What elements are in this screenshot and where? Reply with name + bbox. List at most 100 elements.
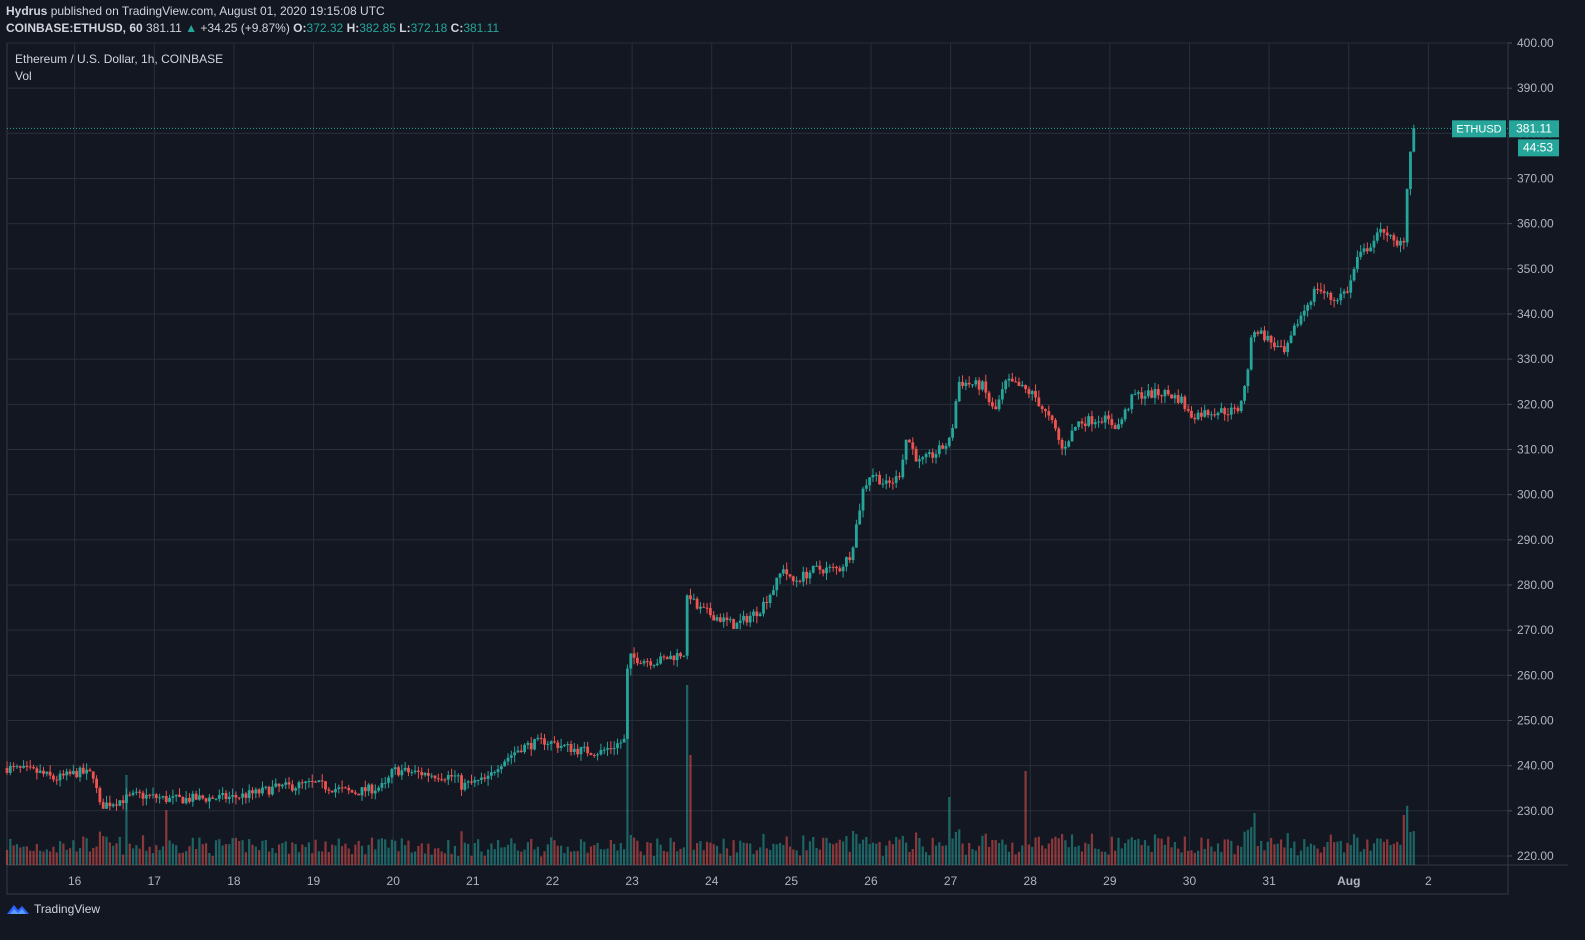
volume-bar <box>493 849 496 865</box>
candle-body <box>403 767 407 771</box>
volume-bar <box>291 842 294 865</box>
volume-bar <box>334 845 337 865</box>
candle-body <box>38 770 42 773</box>
candle-body <box>692 598 696 600</box>
candle-body <box>1296 324 1300 326</box>
volume-bar <box>1313 845 1316 865</box>
volume-bar <box>98 831 102 865</box>
candle-body <box>91 771 95 779</box>
volume-bar <box>934 845 938 865</box>
volume-bar <box>304 846 307 865</box>
candle-body <box>58 773 62 781</box>
candle-body <box>337 787 341 789</box>
volume-bar <box>178 853 181 865</box>
volume-bar <box>321 851 324 865</box>
volume-bar <box>195 848 198 865</box>
candle-body <box>1077 421 1081 427</box>
volume-bar <box>1386 839 1389 865</box>
volume-bar <box>400 838 403 865</box>
candle-body <box>845 557 848 567</box>
candle-body <box>838 568 842 572</box>
candle-body <box>1200 412 1203 417</box>
volume-bar <box>420 843 423 865</box>
volume-bar <box>795 850 798 865</box>
candle-body <box>456 775 460 777</box>
volume-bar <box>238 840 241 865</box>
volume-bar <box>108 842 111 865</box>
candle-body <box>410 772 414 774</box>
volume-bar <box>1402 815 1405 865</box>
volume-bar <box>709 842 712 865</box>
volume-bar <box>636 840 639 865</box>
volume-bar <box>221 845 224 865</box>
volume-bar <box>729 855 732 865</box>
volume-bar <box>102 836 105 865</box>
candle-body <box>1020 384 1024 387</box>
candle-body <box>798 580 802 582</box>
symbol-tag-label: ETHUSD <box>1456 123 1501 135</box>
candle-body <box>984 381 988 393</box>
candle-body <box>1176 395 1180 403</box>
volume-bar <box>92 848 95 865</box>
candle-body <box>1080 421 1084 424</box>
volume-bar <box>1382 841 1386 865</box>
volume-bar <box>1177 848 1180 865</box>
candle-body <box>708 608 712 616</box>
candle-body <box>436 778 440 780</box>
price-tick-label: 260.00 <box>1517 668 1554 682</box>
volume-bar <box>1303 839 1306 865</box>
volume-bar <box>218 839 221 865</box>
volume-bar <box>762 833 765 865</box>
candle-body <box>1392 235 1396 241</box>
candle-body <box>1246 369 1250 387</box>
candle-body <box>1249 337 1253 370</box>
volume-bar <box>1150 851 1153 865</box>
candle-body <box>762 601 765 614</box>
volume-bar <box>1352 834 1356 865</box>
candle-body <box>161 795 165 798</box>
symbol-header: COINBASE:ETHUSD, 60 381.11 ▲ +34.25 (+9.… <box>6 21 499 35</box>
volume-bar <box>1160 838 1163 865</box>
candle-body <box>679 653 682 657</box>
candle-body <box>1014 381 1018 383</box>
volume-bar <box>430 854 433 865</box>
candle-body <box>493 772 497 774</box>
volume-bar <box>1286 833 1289 865</box>
candle-body <box>1070 430 1074 442</box>
volume-bar <box>228 844 231 865</box>
volume-bar <box>997 842 1001 865</box>
volume-bar <box>287 853 291 865</box>
candle-body <box>154 794 158 799</box>
volume-bar <box>911 849 914 865</box>
candle-body <box>1243 386 1246 401</box>
time-tick-label: 22 <box>546 874 560 888</box>
candle-body <box>320 780 324 782</box>
volume-bar <box>1206 838 1210 865</box>
volume-bar <box>128 843 131 865</box>
volume-bar <box>1187 851 1190 865</box>
candle-body <box>781 569 785 574</box>
volume-bar <box>377 839 380 865</box>
volume-bar <box>75 851 78 865</box>
candle-body <box>1054 419 1057 429</box>
volume-bar <box>569 851 573 865</box>
volume-bar <box>689 755 692 865</box>
volume-bar <box>374 849 377 865</box>
footer-brand[interactable]: TradingView <box>6 902 100 916</box>
volume-bar <box>311 853 314 865</box>
candle-body <box>516 750 520 753</box>
volume-bar <box>450 853 453 865</box>
volume-bar <box>198 837 201 865</box>
volume-bar <box>583 841 586 865</box>
volume-bar <box>463 842 466 865</box>
candle-body <box>881 483 885 485</box>
symbol-tag-badge <box>1452 120 1506 138</box>
volume-bar <box>314 839 317 865</box>
candle-body <box>267 786 271 795</box>
candle-body <box>1219 408 1223 413</box>
candle-body <box>596 754 599 756</box>
volume-bar <box>297 852 301 865</box>
volume-bar <box>25 846 29 865</box>
price-tick-label: 300.00 <box>1517 488 1554 502</box>
